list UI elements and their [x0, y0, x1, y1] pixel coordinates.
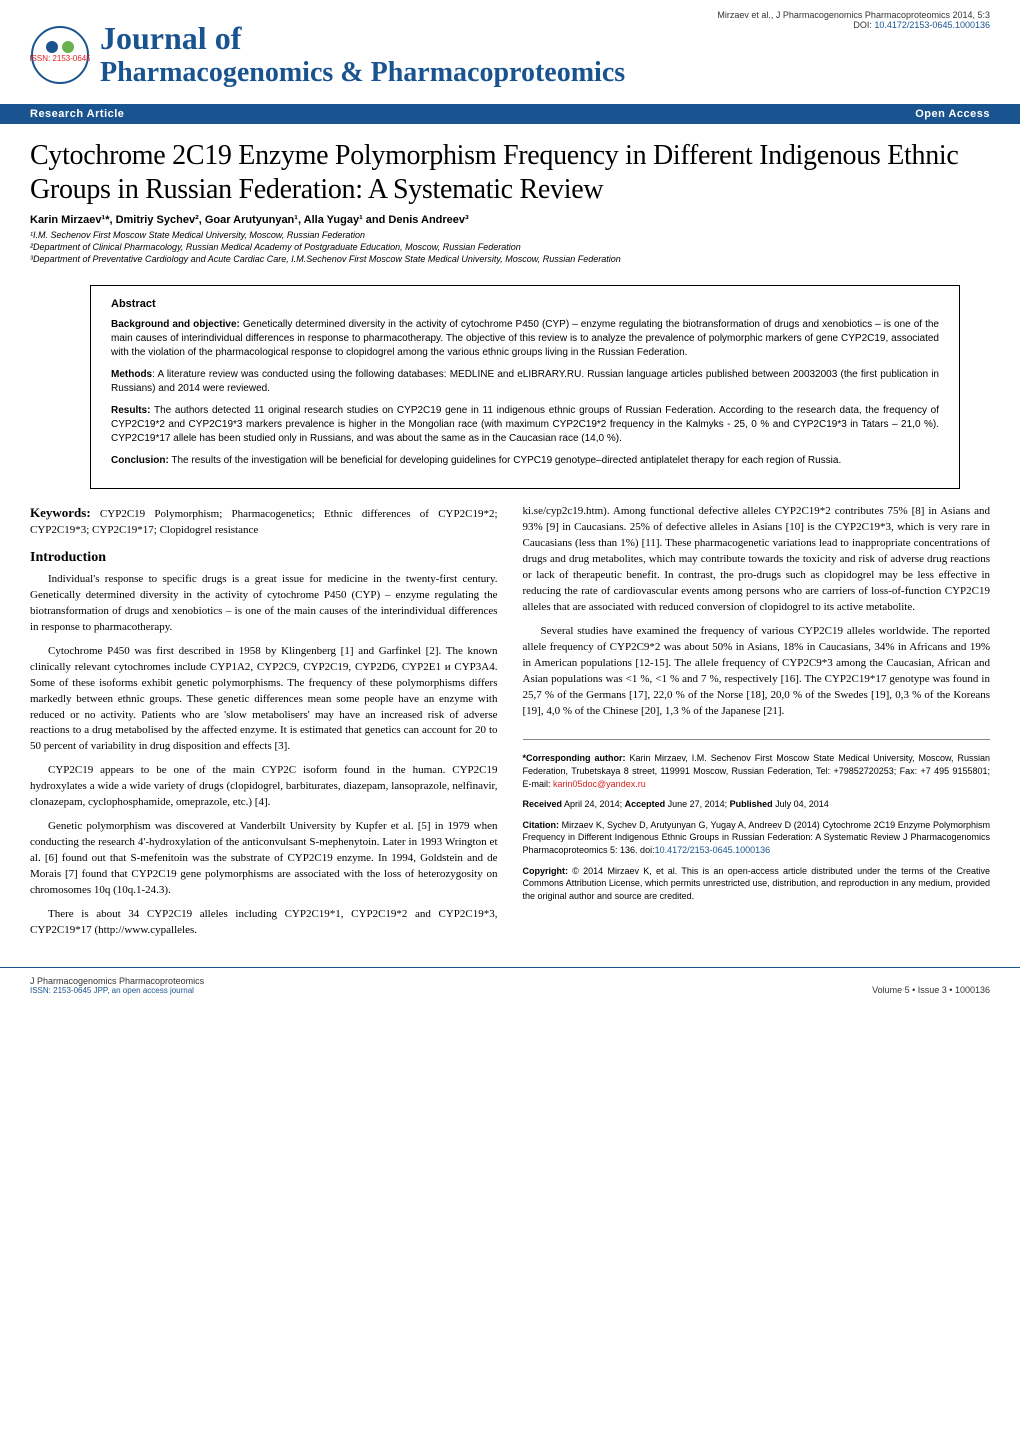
keywords-text: CYP2C19 Polymorphism; Pharmacogenetics; … [30, 508, 498, 535]
intro-para-3: CYP2C19 appears to be one of the main CY… [30, 763, 498, 811]
issn-text-icon: ISSN: 2153-0645 [30, 54, 90, 63]
doi-label: DOI: [853, 20, 872, 30]
abstract-heading-2: Methods [111, 369, 152, 380]
abstract-text-3: The authors detected 11 original researc… [111, 405, 939, 444]
intro-para-5: There is about 34 CYP2C19 alleles includ… [30, 907, 498, 939]
right-para-2: Several studies have examined the freque… [523, 624, 991, 720]
keywords-label: Keywords: [30, 505, 91, 520]
affiliation-1: ¹I.M. Sechenov First Moscow State Medica… [30, 230, 990, 242]
journal-line2: Pharmacogenomics & Pharmacoproteomics [100, 57, 625, 89]
received-date: April 24, 2014; [562, 799, 625, 809]
corr-author-label: *Corresponding author: [523, 753, 626, 763]
abstract-text-2: : A literature review was conducted usin… [111, 369, 939, 394]
intro-para-1: Individual's response to specific drugs … [30, 572, 498, 636]
copyright-block: Copyright: © 2014 Mirzaev K, et al. This… [523, 865, 991, 903]
dates-line: Received April 24, 2014; Accepted June 2… [523, 798, 991, 811]
abstract-para-4: Conclusion: The results of the investiga… [111, 454, 939, 468]
right-para-1: ki.se/cyp2c19.htm). Among functional def… [523, 504, 991, 616]
journal-header: Mirzaev et al., J Pharmacogenomics Pharm… [0, 0, 1020, 104]
correspondence-box: *Corresponding author: Karin Mirzaev, I.… [523, 739, 991, 902]
accepted-label: Accepted [625, 799, 666, 809]
copyright-label: Copyright: [523, 866, 569, 876]
doi-line: DOI: 10.4172/2153-0645.1000136 [717, 20, 990, 30]
affiliations: ¹I.M. Sechenov First Moscow State Medica… [30, 230, 990, 265]
journal-name: Journal of Pharmacogenomics & Pharmacopr… [100, 20, 625, 89]
main-content: Keywords: CYP2C19 Polymorphism; Pharmaco… [0, 504, 1020, 966]
abstract-para-3: Results: The authors detected 11 origina… [111, 404, 939, 446]
article-type-label: Research Article [30, 108, 124, 120]
logo-row: ISSN: 2153-0645 Journal of Pharmacogenom… [30, 20, 990, 89]
left-column: Keywords: CYP2C19 Polymorphism; Pharmaco… [30, 504, 498, 946]
copyright-text: © 2014 Mirzaev K, et al. This is an open… [523, 866, 991, 901]
citation-block: Citation: Mirzaev K, Sychev D, Arutyunya… [523, 819, 991, 857]
intro-para-4: Genetic polymorphism was discovered at V… [30, 819, 498, 899]
title-section: Cytochrome 2C19 Enzyme Polymorphism Freq… [0, 124, 1020, 275]
open-access-label: Open Access [915, 108, 990, 120]
footer-left: J Pharmacogenomics Pharmacoproteomics IS… [30, 976, 204, 995]
keywords-block: Keywords: CYP2C19 Polymorphism; Pharmaco… [30, 504, 498, 538]
citation-doi[interactable]: 10.4172/2153-0645.1000136 [655, 845, 771, 855]
received-label: Received [523, 799, 563, 809]
abstract-text-4: The results of the investigation will be… [169, 455, 841, 466]
corr-email[interactable]: karin05doc@yandex.ru [553, 779, 646, 789]
journal-line1: Journal of [100, 20, 625, 57]
doi-value[interactable]: 10.4172/2153-0645.1000136 [874, 20, 990, 30]
page-footer: J Pharmacogenomics Pharmacoproteomics IS… [0, 967, 1020, 1015]
abstract-para-1: Background and objective: Genetically de… [111, 318, 939, 360]
abstract-box: Abstract Background and objective: Genet… [90, 285, 960, 489]
article-title: Cytochrome 2C19 Enzyme Polymorphism Freq… [30, 139, 990, 206]
published-date: July 04, 2014 [773, 799, 829, 809]
abstract-label: Abstract [111, 298, 939, 310]
intro-para-2: Cytochrome P450 was first described in 1… [30, 644, 498, 756]
affiliation-2: ²Department of Clinical Pharmacology, Ru… [30, 242, 990, 254]
accepted-date: June 27, 2014; [665, 799, 730, 809]
citation-label: Citation: [523, 820, 560, 830]
abstract-heading-1: Background and objective: [111, 319, 240, 330]
footer-issn: ISSN: 2153-0645 JPP, an open access jour… [30, 986, 204, 995]
footer-issue: Volume 5 • Issue 3 • 1000136 [872, 985, 990, 995]
header-citation-block: Mirzaev et al., J Pharmacogenomics Pharm… [717, 10, 990, 30]
abstract-heading-3: Results: [111, 405, 150, 416]
footer-journal: J Pharmacogenomics Pharmacoproteomics [30, 976, 204, 986]
introduction-heading: Introduction [30, 550, 498, 566]
citation-text: Mirzaev et al., J Pharmacogenomics Pharm… [717, 10, 990, 20]
right-column: ki.se/cyp2c19.htm). Among functional def… [523, 504, 991, 946]
abstract-para-2: Methods: A literature review was conduct… [111, 368, 939, 396]
published-label: Published [730, 799, 773, 809]
abstract-heading-4: Conclusion: [111, 455, 169, 466]
journal-logo-icon: ISSN: 2153-0645 [30, 25, 90, 85]
corresponding-author: *Corresponding author: Karin Mirzaev, I.… [523, 752, 991, 790]
affiliation-3: ³Department of Preventative Cardiology a… [30, 254, 990, 266]
article-type-bar: Research Article Open Access [0, 104, 1020, 124]
authors-list: Karin Mirzaev¹*, Dmitriy Sychev², Goar A… [30, 214, 990, 226]
